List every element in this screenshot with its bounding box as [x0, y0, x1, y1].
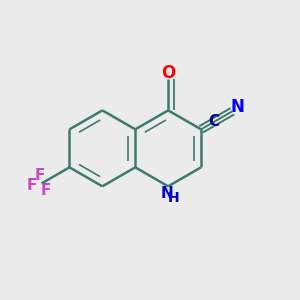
Text: F: F: [27, 178, 38, 193]
Text: F: F: [35, 168, 45, 183]
Text: N: N: [230, 98, 244, 116]
Text: C: C: [208, 114, 220, 129]
Text: N: N: [160, 186, 173, 201]
Text: O: O: [161, 64, 175, 82]
Text: H: H: [168, 190, 179, 205]
Text: F: F: [41, 183, 51, 198]
